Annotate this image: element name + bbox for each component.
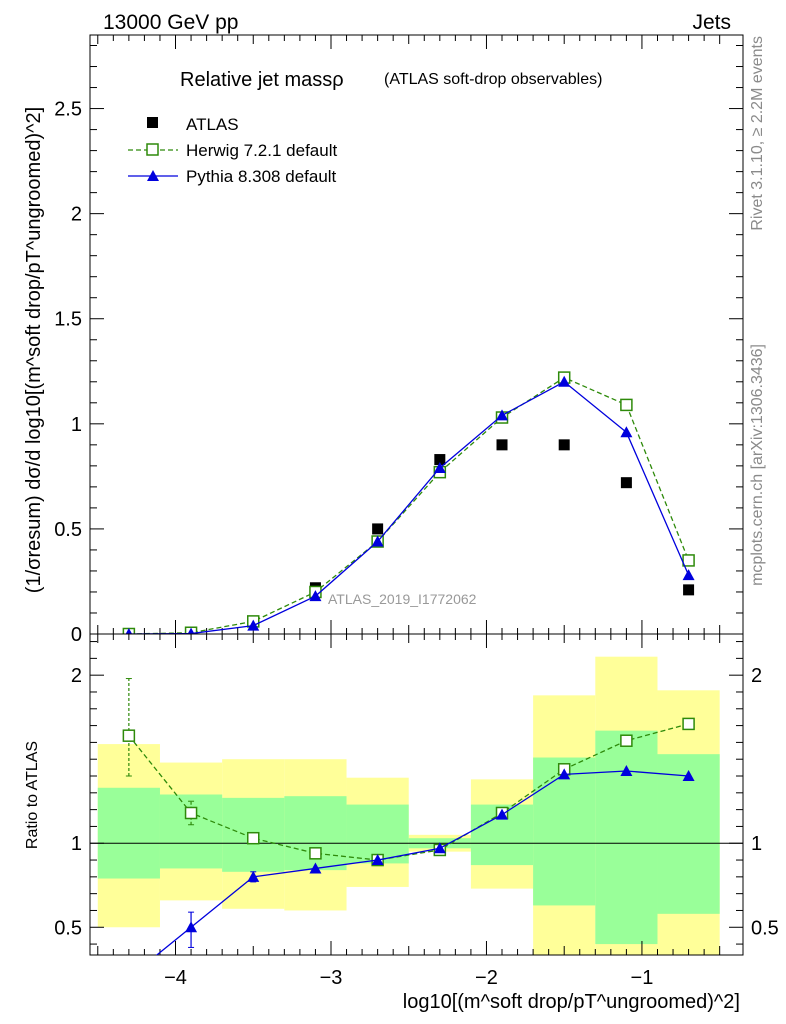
y-tick-label: 2.5: [54, 99, 82, 121]
band-inner-4: [346, 804, 409, 864]
x-tick-label: −2: [475, 967, 498, 989]
band-inner-0: [97, 787, 160, 879]
analysis-label: ATLAS_2019_I1772062: [328, 591, 477, 607]
point-0-9: [683, 584, 695, 596]
ratio-y-tick-label: 2: [71, 665, 82, 687]
ratio-point-1-1: [185, 921, 198, 933]
main-subtitle: (ATLAS soft-drop observables): [384, 71, 602, 88]
point-2-9: [682, 569, 695, 581]
ratio-line-1: [155, 770, 689, 955]
legend-marker-atlas: [147, 117, 158, 128]
point-0-5: [434, 454, 446, 466]
series-line-2: [128, 381, 690, 634]
ratio-point-1-6: [496, 808, 509, 820]
legend-marker-herwig: [146, 143, 159, 156]
ratio-point-0-8: [620, 734, 633, 747]
legend-label-pythia: Pythia 8.308 default: [186, 167, 337, 186]
ratio-point-1-0: [123, 972, 135, 983]
ratio-panel: −4 −3 −2 −1 0.5 0.5 1 1 2 2: [54, 633, 779, 989]
y-tick-label: 0: [71, 624, 82, 646]
x-tick-label: −4: [164, 967, 187, 989]
ratio-point-0-0: [122, 729, 136, 742]
svg-text:(1/σresum) dσ/d log10[(m^soft: (1/σresum) dσ/d log10[(m^soft drop/pT^un…: [23, 107, 45, 593]
ratio-ylabel: Ratio to ATLAS: [24, 741, 41, 849]
legend: ATLAS Herwig 7.2.1 default Pythia 8.308 …: [128, 115, 337, 186]
main-data: [122, 371, 695, 634]
legend-marker-pythia: [147, 170, 159, 181]
header-left: 13000 GeV pp: [103, 11, 238, 34]
ratio-point-1-7: [558, 768, 571, 780]
point-0-8: [620, 477, 632, 489]
ratio-point-0-2: [247, 831, 260, 845]
ratio-y-tick-label: 1: [71, 833, 82, 855]
point-2-1: [187, 627, 195, 634]
ratio-y-tick-label-right: 0.5: [751, 917, 779, 939]
band-inner-1: [159, 794, 223, 869]
mcplots-label: mcplots.cern.ch [arXiv:1306.3436]: [749, 344, 766, 586]
point-2-8: [620, 426, 633, 438]
legend-label-atlas: ATLAS: [186, 115, 239, 134]
ratio-point-1-8: [620, 764, 633, 776]
point-2-0: [125, 628, 133, 634]
point-2-7: [558, 375, 571, 387]
ratio-data: [122, 678, 695, 983]
ratio-y-tick-label: 0.5: [54, 917, 82, 939]
band-inner-7: [533, 757, 596, 906]
point-2-3: [309, 590, 322, 602]
point-1-9: [682, 554, 695, 567]
point-2-2: [247, 619, 260, 631]
series-line-1: [128, 376, 690, 634]
main-title: Relative jet massρ: [180, 69, 344, 91]
main-panel: 0 0.5 1 1.5 2 2.5: [54, 34, 744, 646]
y-tick-label: 1.5: [54, 309, 82, 331]
ratio-point-0-3: [309, 847, 322, 860]
ratio-y-tick-label-right: 1: [751, 833, 762, 855]
ratio-point-1-9: [682, 770, 695, 782]
point-1-8: [620, 398, 633, 412]
header-right: Jets: [692, 11, 731, 34]
x-tick-label: −1: [631, 967, 654, 989]
point-0-4: [372, 523, 384, 535]
ratio-line-0: [128, 723, 689, 861]
rivet-label: Rivet 3.1.10, ≥ 2.2M events: [749, 36, 766, 231]
y-tick-label: 1: [71, 414, 82, 436]
y-tick-label: 0.5: [54, 519, 82, 541]
point-2-5: [433, 461, 446, 473]
point-0-7: [558, 439, 570, 451]
ratio-point-1-3: [309, 862, 322, 874]
ratio-y-tick-label-right: 2: [751, 665, 762, 687]
point-0-6: [496, 439, 508, 451]
ratio-point-1-2: [247, 870, 260, 882]
ratio-point-0-1: [184, 806, 198, 820]
ratio-point-1-4: [371, 854, 384, 866]
ratio-point-1-5: [433, 842, 446, 854]
x-axis-label: log10[(m^soft drop/pT^ungroomed)^2]: [403, 991, 740, 1013]
main-ylabel: (1/σresum) dσ/d log10[(m^soft drop/pT^un…: [23, 107, 45, 593]
x-tick-label: −3: [320, 967, 343, 989]
band-inner-8: [595, 730, 658, 945]
ratio-point-0-9: [682, 717, 695, 731]
legend-label-herwig: Herwig 7.2.1 default: [186, 141, 337, 160]
ratio-frame: [89, 633, 744, 956]
y-tick-label: 2: [71, 204, 82, 226]
point-2-4: [371, 535, 384, 547]
point-2-6: [496, 409, 509, 421]
